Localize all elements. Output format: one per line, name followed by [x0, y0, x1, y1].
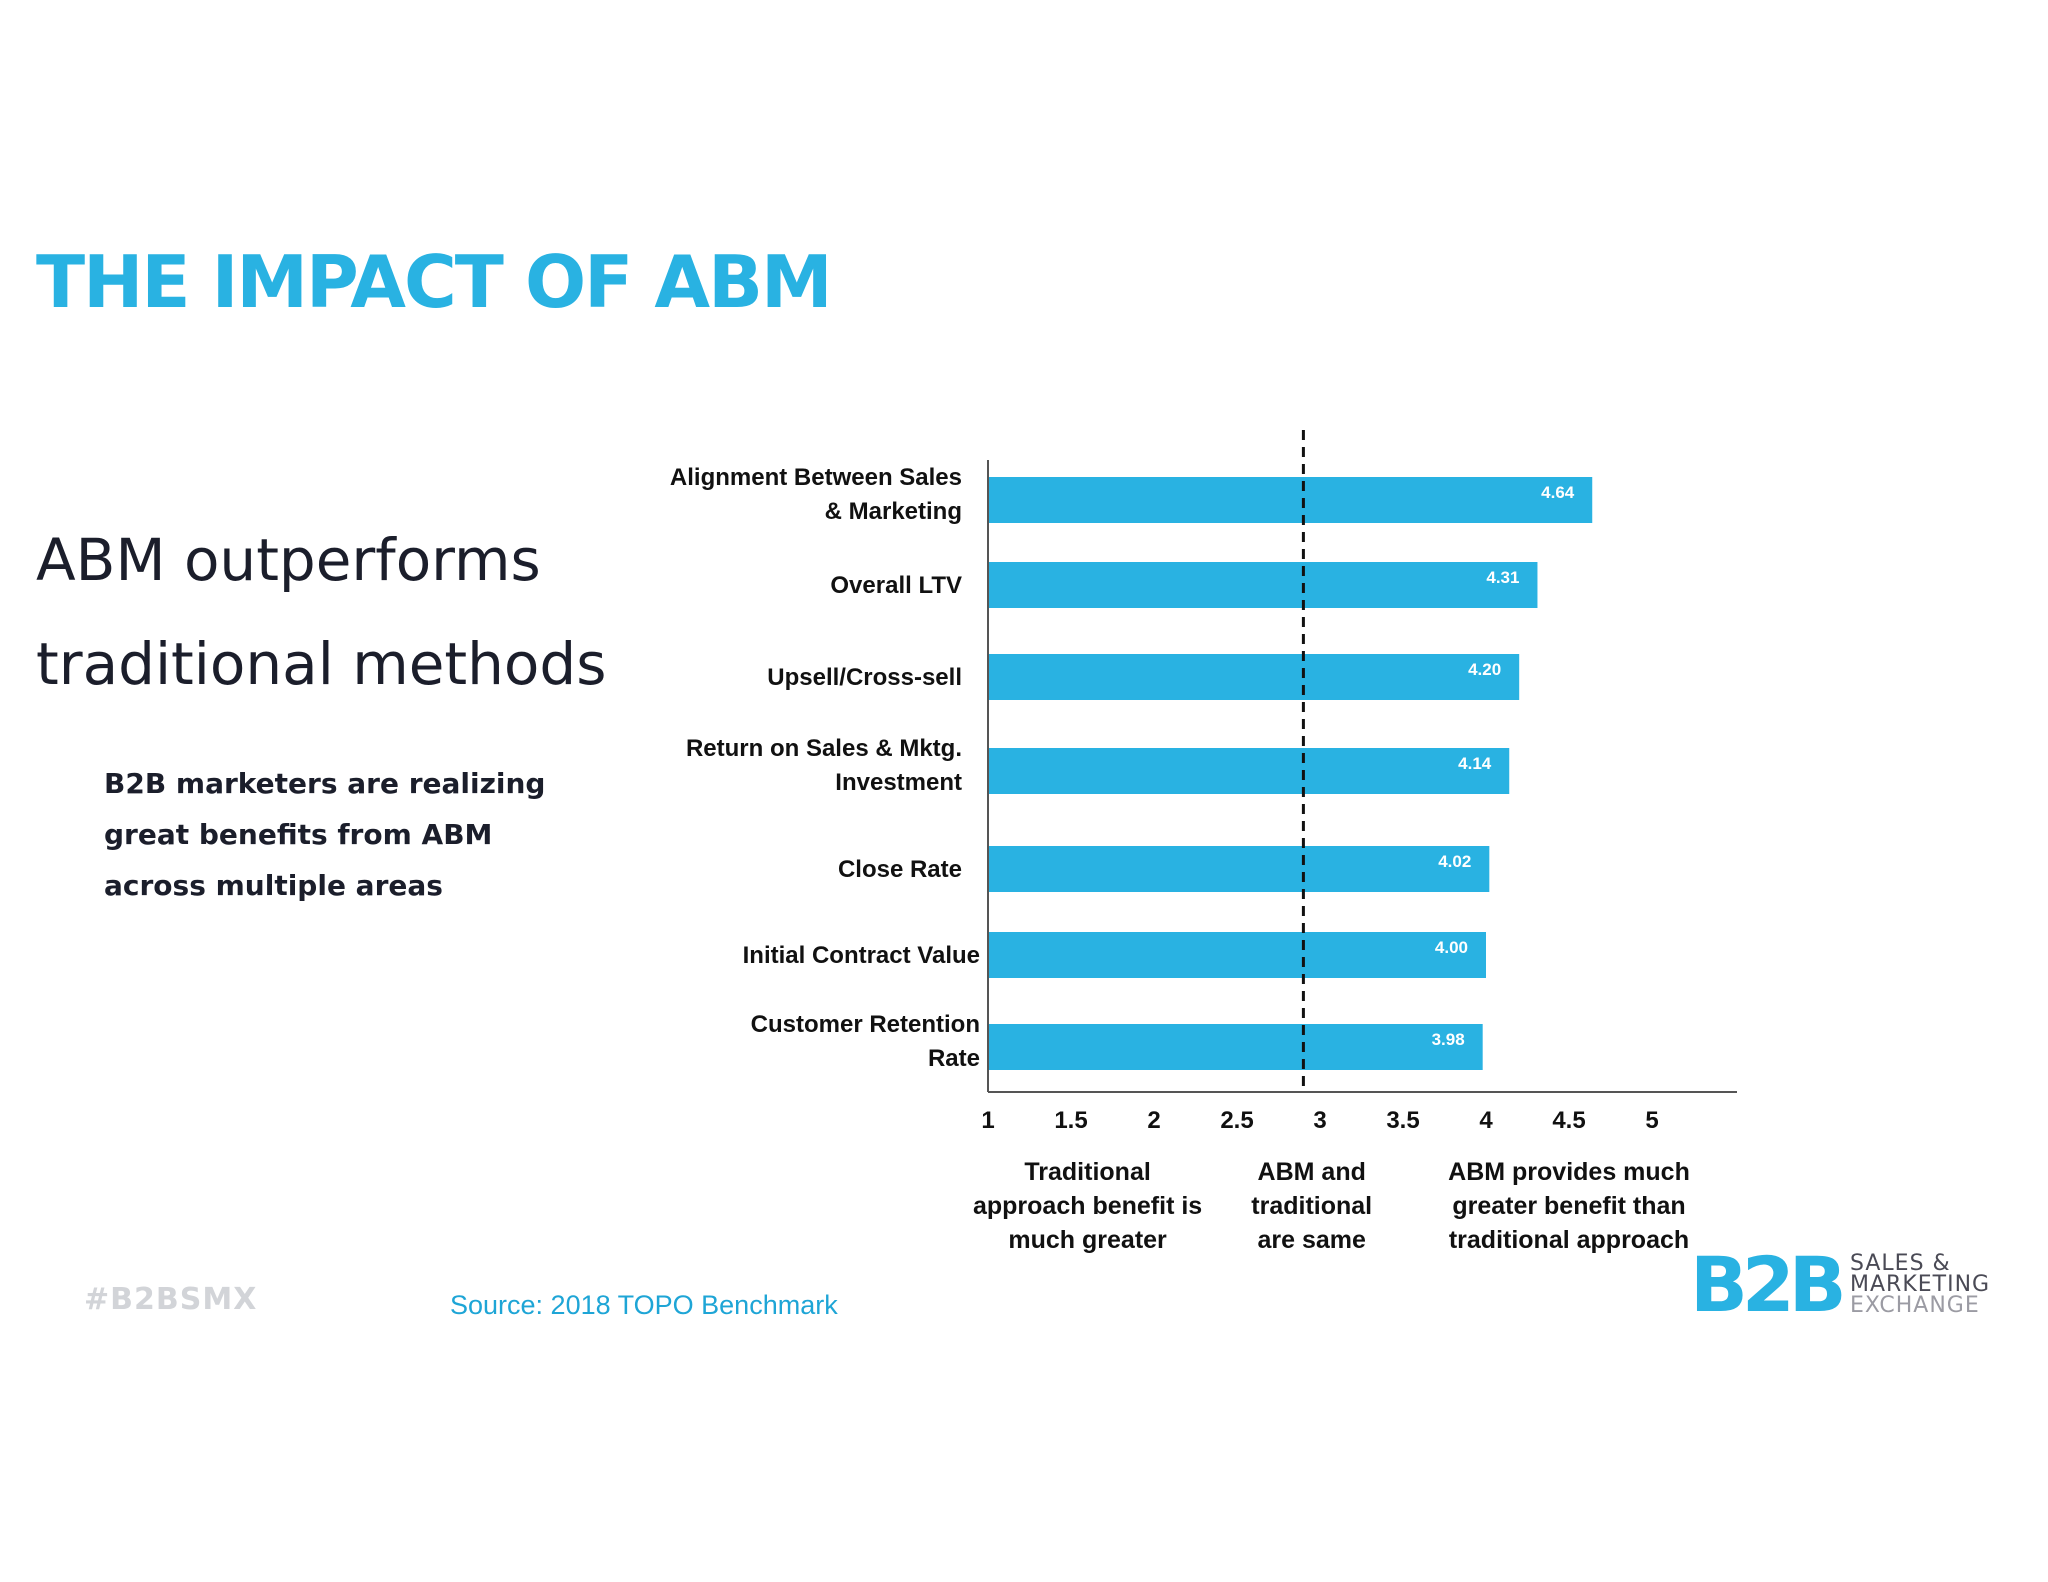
category-label-5: Initial Contract Value — [743, 942, 980, 969]
category-label-1: Overall LTV — [830, 572, 962, 599]
bar-value-label-0: 4.64 — [1541, 483, 1575, 502]
category-label-6: Customer Retention Rate — [751, 1011, 980, 1072]
category-label-2: Upsell/Cross-sell — [767, 664, 962, 691]
bar-2 — [988, 654, 1520, 700]
zone-label-2: ABM provides much greater benefit than tra… — [1448, 1158, 1690, 1254]
bar-1 — [988, 562, 1538, 608]
source-note: Source: 2018 TOPO Benchmark — [450, 1290, 838, 1320]
slide-title: THE IMPACT OF ABM — [36, 240, 833, 324]
zone-label-0: Traditional approach benefit is much great… — [973, 1158, 1202, 1254]
x-tick-label-5: 3.5 — [1386, 1107, 1419, 1134]
bar-0 — [988, 477, 1593, 523]
bar-6 — [988, 1024, 1483, 1070]
bar-value-label-5: 4.00 — [1435, 938, 1468, 957]
x-tick-label-8: 5 — [1645, 1107, 1658, 1134]
slide-headline: ABM outperforms traditional methods — [36, 526, 607, 698]
category-label-3: Return on Sales & Mktg. Investment — [686, 735, 962, 796]
category-label-0: Alignment Between Sales & Marketing — [670, 464, 962, 525]
x-tick-label-3: 2.5 — [1220, 1107, 1253, 1134]
x-tick-label-6: 4 — [1479, 1107, 1493, 1134]
bar-value-label-3: 4.14 — [1458, 754, 1492, 773]
logo-line-2: MARKETING — [1850, 1272, 1991, 1297]
zone-label-1: ABM and traditional are same — [1251, 1158, 1372, 1254]
logo-line-3: EXCHANGE — [1850, 1293, 1980, 1318]
bar-value-label-6: 3.98 — [1432, 1030, 1465, 1049]
bar-value-label-1: 4.31 — [1486, 568, 1519, 587]
bar-value-label-2: 4.20 — [1468, 660, 1501, 679]
bar-value-label-4: 4.02 — [1438, 852, 1471, 871]
x-tick-label-7: 4.5 — [1552, 1107, 1585, 1134]
logo-mark: B2B — [1690, 1240, 1847, 1329]
slide-subtext: B2B marketers are realizing great benefi… — [104, 767, 546, 902]
x-tick-label-2: 2 — [1147, 1107, 1160, 1134]
x-tick-label-1: 1.5 — [1054, 1107, 1087, 1134]
bar-4 — [988, 846, 1490, 892]
x-tick-label-0: 1 — [981, 1107, 994, 1134]
hashtag: #B2BSMX — [84, 1282, 258, 1317]
bar-3 — [988, 748, 1510, 794]
category-label-4: Close Rate — [838, 856, 962, 883]
bar-5 — [988, 932, 1486, 978]
logo-wordmark: SALES & MARKETING EXCHANGE — [1850, 1251, 1991, 1318]
logo-line-1: SALES & — [1850, 1251, 1951, 1276]
x-tick-label-4: 3 — [1313, 1107, 1326, 1134]
